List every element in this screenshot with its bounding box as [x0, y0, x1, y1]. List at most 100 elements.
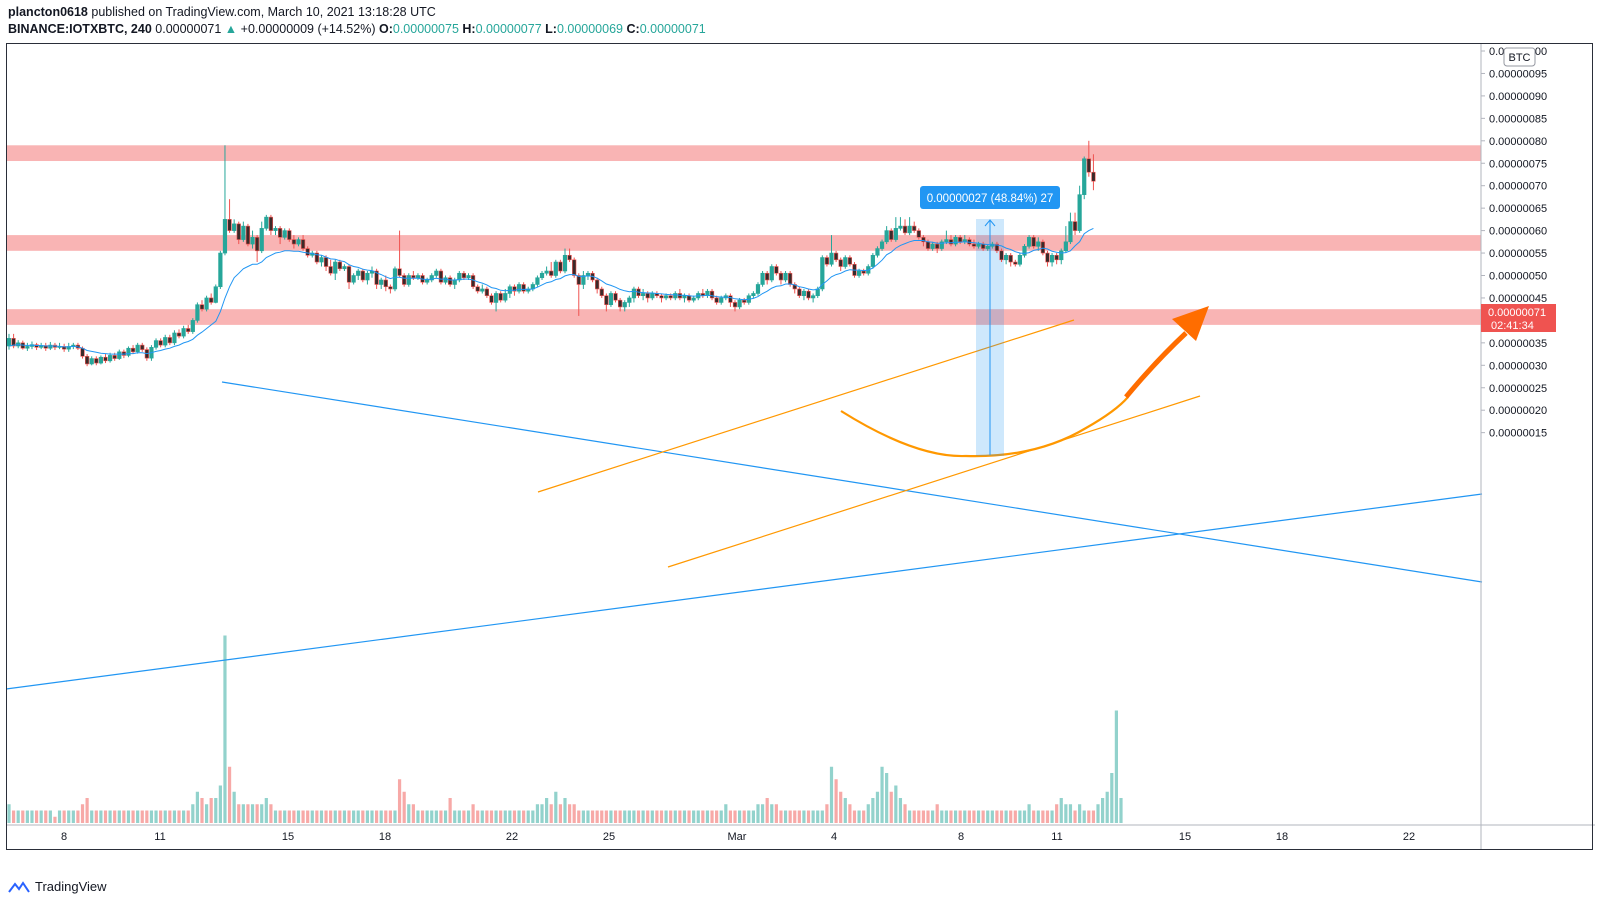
- candle-body: [296, 239, 301, 245]
- candle-body: [1063, 241, 1068, 252]
- trendlines: [6, 319, 1483, 690]
- candle-body: [204, 297, 209, 310]
- candle: [1086, 140, 1091, 177]
- candle-body: [971, 243, 977, 247]
- price-tick-label: 0.00000050: [1489, 271, 1547, 283]
- candle-body: [11, 338, 16, 347]
- candle-body: [94, 358, 99, 364]
- volume-bar: [218, 785, 222, 823]
- measure-arrow-icon: [984, 219, 996, 227]
- candle: [34, 342, 39, 351]
- volume-bar: [930, 810, 935, 823]
- candle: [11, 333, 16, 349]
- candle-body: [958, 237, 963, 243]
- author-name[interactable]: plancton0618: [8, 5, 88, 19]
- candle: [1008, 253, 1013, 267]
- candle: [774, 264, 779, 276]
- volume-bar: [1009, 810, 1013, 823]
- price-tick-label: 0.00000030: [1489, 360, 1547, 372]
- volume-bar: [154, 810, 158, 823]
- candle: [236, 221, 241, 245]
- candle: [415, 273, 421, 280]
- projection-arrow-shaft: [1124, 331, 1188, 399]
- time-tick-label: 18: [1276, 831, 1288, 843]
- volume-bar: [494, 810, 498, 823]
- support-trendline[interactable]: [6, 493, 1483, 690]
- candle-body: [227, 219, 232, 231]
- candle-body: [153, 340, 159, 348]
- candle-body: [222, 219, 228, 254]
- volume-bar: [540, 804, 544, 823]
- candle: [190, 318, 195, 334]
- time-tick-label: 22: [1403, 831, 1415, 843]
- footer-brand[interactable]: TradingView: [8, 879, 107, 894]
- candle: [939, 239, 944, 251]
- volume-bar: [747, 810, 751, 823]
- volume-bar: [1041, 810, 1045, 823]
- price-range-measure[interactable]: 0.00000027 (48.84%) 27: [920, 186, 1060, 456]
- candle-body: [783, 272, 788, 281]
- price-tick-label: 0.00000045: [1489, 293, 1547, 305]
- volume-bar: [439, 810, 443, 823]
- candle-body: [287, 230, 292, 240]
- volume-bar: [108, 810, 112, 823]
- candle-body: [438, 270, 444, 283]
- volume-bar: [287, 810, 291, 823]
- volume-bar: [425, 810, 429, 823]
- candle: [507, 284, 512, 298]
- candle-body: [406, 275, 411, 285]
- candle-body: [659, 295, 664, 299]
- volume-bar: [839, 791, 843, 823]
- candle: [1040, 239, 1045, 256]
- resistance-zone-2[interactable]: [6, 235, 1481, 251]
- price-axis[interactable]: 0.000001000.000000950.000000900.00000085…: [1480, 43, 1547, 850]
- volume-bar: [342, 810, 347, 823]
- volume-bar: [1045, 810, 1050, 823]
- candle-body: [140, 344, 145, 350]
- rounding-bottom-curve[interactable]: [840, 396, 1129, 458]
- open-label: O:: [378, 22, 393, 36]
- low-value: 0.00000069: [556, 22, 623, 36]
- candle-body: [811, 295, 816, 299]
- candle-body: [755, 284, 761, 294]
- volume-bar: [751, 810, 755, 823]
- candle: [273, 226, 278, 236]
- volume-bar: [7, 804, 11, 823]
- candle: [209, 293, 214, 305]
- candle-body: [333, 261, 338, 274]
- candle-body: [190, 320, 195, 332]
- price-tick-label: 0.00000070: [1489, 181, 1547, 193]
- candle-body: [342, 266, 347, 270]
- candle-body: [158, 340, 163, 346]
- volume-bar: [163, 810, 167, 823]
- channel-lower-line[interactable]: [667, 395, 1201, 568]
- candle-body: [130, 347, 136, 353]
- descending-trendline[interactable]: [221, 381, 1483, 583]
- candle-body: [475, 286, 480, 292]
- volume-bar: [57, 810, 62, 823]
- candle: [360, 268, 365, 283]
- volume-bar: [223, 635, 227, 823]
- volume-bar: [177, 810, 181, 823]
- candle: [516, 282, 522, 294]
- resistance-zone-3[interactable]: [6, 309, 1481, 325]
- time-tick-label: 25: [603, 831, 615, 843]
- candle: [342, 264, 347, 272]
- candle-body: [806, 290, 811, 299]
- candle-body: [360, 270, 365, 281]
- candle: [457, 271, 462, 283]
- projection-arrow[interactable]: [1124, 306, 1209, 399]
- price-chart[interactable]: 0.00000027 (48.84%) 27 0.000001000.00000…: [6, 43, 1595, 867]
- time-axis[interactable]: 8 11 15 18 22 25 Mar 4 8 11 15 18 22: [6, 824, 1595, 843]
- candle-body: [1004, 254, 1009, 261]
- volume-bar: [875, 791, 880, 823]
- volume-bar: [898, 798, 903, 823]
- candle: [760, 271, 765, 287]
- volume-bars: [7, 635, 1123, 823]
- resistance-zone-1[interactable]: [6, 145, 1481, 162]
- volume-bar: [310, 810, 314, 823]
- volume-bar: [990, 810, 994, 823]
- time-tick-label: 8: [61, 831, 67, 843]
- channel-upper-line[interactable]: [537, 319, 1075, 493]
- volume-bar: [503, 810, 507, 823]
